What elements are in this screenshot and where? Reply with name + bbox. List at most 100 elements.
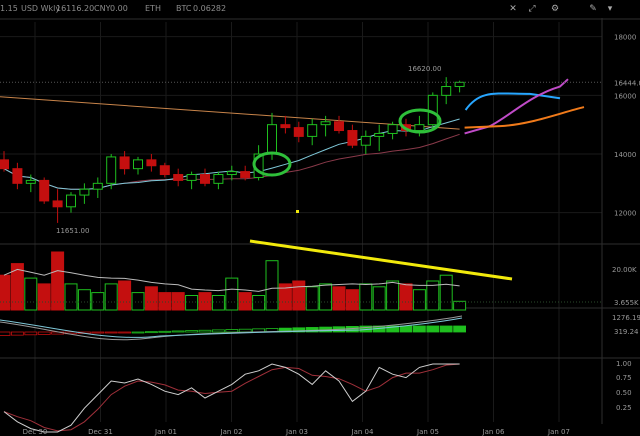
low-annotation: 11651.00: [56, 227, 89, 235]
settings-icon[interactable]: ⚙: [550, 4, 560, 14]
marker-dot: [296, 210, 299, 213]
volume-bar: [359, 283, 373, 311]
cny-value[interactable]: 0.00: [110, 4, 128, 13]
volume-bar: [399, 283, 413, 311]
volume-bar: [144, 286, 158, 311]
brush-icon[interactable]: ✎: [589, 4, 597, 14]
indicator-bar: [453, 325, 467, 333]
open-value: 1.15: [0, 4, 18, 13]
pair-value: 16116.20: [56, 4, 95, 13]
volume-bar: [252, 295, 266, 311]
indicator-bar: [225, 329, 239, 333]
btc-label[interactable]: BTC: [176, 4, 192, 13]
volume-bar: [332, 286, 346, 311]
candle-body: [52, 200, 63, 208]
indicator-bar: [104, 331, 118, 334]
x-tick-label: Jan 06: [482, 428, 505, 436]
candle-body: [347, 130, 358, 146]
candle-body: [66, 194, 76, 208]
volume-bar: [265, 260, 279, 311]
x-tick-label: Jan 02: [220, 428, 243, 436]
current-price-box: [603, 77, 640, 88]
indicator-bar: [185, 330, 199, 333]
volume-current-label: 3.655K: [614, 299, 639, 307]
volume-bars: [0, 251, 602, 311]
oscillator-tick-label: 0.25: [616, 404, 632, 412]
candle-body: [387, 124, 398, 134]
volume-bar: [77, 289, 91, 311]
highlight-circle: [252, 151, 292, 177]
candle-body: [267, 124, 277, 155]
volume-bar: [453, 300, 467, 311]
projection-line-orange: [464, 106, 585, 129]
candles: [0, 77, 465, 223]
volume-bar: [372, 286, 386, 311]
volume-bar: [345, 289, 359, 311]
volume-bar: [292, 280, 306, 311]
fullscreen-icon[interactable]: ⤢: [528, 4, 536, 14]
indicator-bar: [211, 329, 225, 333]
candle-body: [159, 165, 170, 176]
ma-line-orange: [0, 96, 460, 130]
candle-body: [200, 174, 210, 184]
volume-bar: [171, 292, 185, 311]
pane-separators: [0, 18, 640, 424]
candle-body: [454, 81, 465, 88]
candle-body: [12, 168, 23, 184]
candle-body: [173, 174, 184, 181]
grid-lines: [0, 22, 602, 422]
current-price-label: 16444.00: [614, 79, 640, 87]
candle-body: [25, 179, 36, 184]
x-tick-label: Jan 07: [547, 428, 570, 436]
price-tick-label: 14000: [614, 151, 636, 159]
volume-trendline: [249, 239, 513, 281]
indicator-bar: [24, 331, 38, 336]
volume-bar: [426, 280, 440, 311]
indicator-bar: [91, 331, 105, 334]
indicator-bar: [144, 331, 158, 334]
volume-bar: [278, 283, 292, 311]
indicator-bar: [399, 325, 413, 333]
candle-body: [106, 156, 117, 184]
moving-average-lines: [0, 96, 460, 190]
candle-body: [334, 121, 344, 132]
volume-bar: [319, 283, 333, 311]
highlight-circle: [398, 108, 442, 134]
price-tick-label: 12000: [614, 210, 636, 218]
volume-bar: [24, 277, 38, 311]
volume-bar: [386, 280, 400, 311]
indicator-bar: [158, 330, 172, 333]
volume-bar: [439, 274, 453, 311]
x-tick-label: Jan 03: [285, 428, 308, 436]
projection-line-magenta: [464, 78, 569, 135]
candle-body: [414, 124, 425, 132]
candle-body: [186, 174, 197, 181]
pair-label: USD Wkly: [21, 4, 61, 13]
oscillator-line: [3, 363, 460, 433]
x-tick-label: Dec 30: [23, 428, 48, 436]
close-icon[interactable]: ✕: [509, 4, 517, 14]
volume-bar: [238, 292, 252, 311]
candle-body: [240, 171, 251, 178]
volume-bar: [131, 292, 145, 311]
volume-bar: [118, 280, 132, 311]
eth-tab[interactable]: ETH: [145, 4, 161, 13]
indicator-bar: [118, 331, 131, 334]
candle-body: [213, 174, 224, 184]
chevron-down-icon[interactable]: ▾: [607, 4, 613, 14]
indicator-line: [0, 315, 463, 341]
candle-body: [0, 159, 9, 170]
indicator-bar: [131, 331, 145, 334]
volume-bar: [412, 289, 426, 311]
oscillator-tick-label: 1.00: [616, 360, 632, 368]
candle-body: [320, 121, 331, 126]
indicator-tick-label: 1276.19: [612, 314, 640, 322]
oscillator-pane: [3, 363, 460, 433]
candle-body: [360, 135, 371, 146]
candle-body: [293, 127, 304, 137]
volume-bar: [158, 292, 172, 311]
candle-body: [119, 156, 130, 170]
volume-bar: [64, 283, 78, 311]
candle-body: [307, 124, 318, 137]
